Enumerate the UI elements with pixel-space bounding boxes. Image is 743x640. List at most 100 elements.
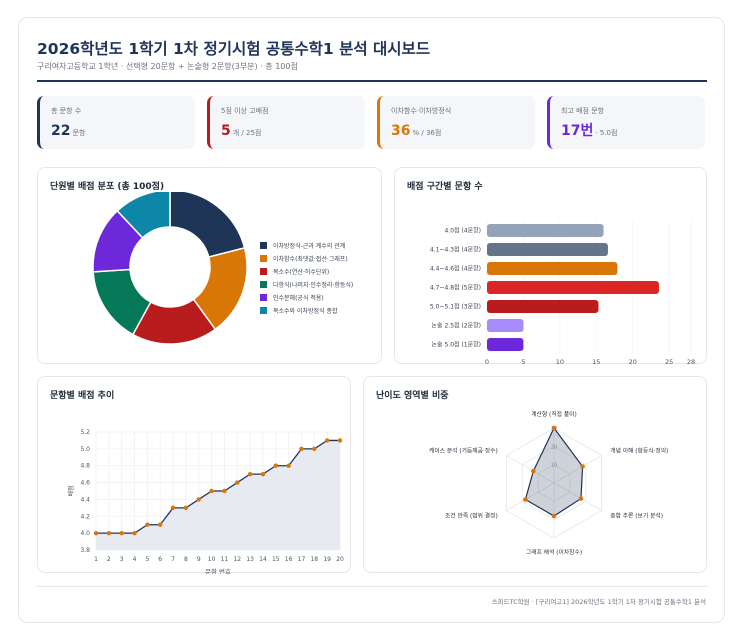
line-y-tick: 4.0 (80, 530, 90, 537)
line-y-tick: 4.6 (80, 480, 90, 487)
line-y-tick: 4.8 (80, 463, 90, 470)
line-point (235, 480, 240, 485)
bar-category-label: 4.0점 (4문항) (444, 227, 481, 235)
legend-item: 복소수(연산·허수단위) (260, 265, 353, 278)
donut-chart (92, 192, 248, 345)
line-y-axis-label: 배점 (67, 485, 75, 496)
radar-chart-title: 난이도 영역별 비중 (376, 391, 449, 401)
radar-axis-label: 케이스 분석 (거듭제곱·정수) (429, 447, 498, 455)
bar (487, 262, 618, 275)
line-point (222, 488, 227, 494)
line-x-tick: 18 (310, 556, 318, 563)
kpi-value: 22 (51, 123, 71, 139)
line-point (196, 497, 201, 502)
dashboard-sheet: 2026학년도 1학기 1차 정기시험 공통수학1 분석 대시보드 구리여자고등… (18, 17, 725, 623)
kpi-unit: 문항 (72, 129, 86, 137)
donut-slice (169, 192, 246, 258)
radar-axis-label: 그래프 해석 (이차함수) (526, 548, 582, 556)
radar-axis-label: 개념 이해 (항등식·정의) (610, 447, 668, 455)
radar-point (531, 468, 536, 474)
line-y-tick: 4.4 (80, 496, 90, 503)
kpi-top-score-question: 최고 배점 문항 17번 · 5.0점 (547, 96, 705, 149)
radar-axis-label: 계산형 (직접 풀이) (531, 410, 577, 418)
kpi-value: 36 (391, 123, 411, 139)
legend-item: 인수분해(공식 적용) (260, 291, 353, 304)
line-point (286, 463, 291, 468)
bar-x-tick: 15 (592, 358, 600, 365)
legend-item: 복소수와 이차방정식 종합 (260, 304, 353, 317)
radar-point (523, 497, 528, 502)
line-x-tick: 9 (197, 556, 201, 563)
line-x-tick: 3 (120, 556, 124, 563)
page-footer: 스피드TC학원 · [구리여고1] 2026학년도 1학기 1차 정기시험 공통… (491, 598, 706, 606)
radar-axis-label: 조건 만족 (범위 결정) (445, 512, 498, 520)
radar-point (551, 513, 557, 519)
line-point (260, 471, 266, 477)
kpi-value: 5 (221, 123, 231, 139)
bar-category-label: 논술 2.5점 (2문항) (432, 322, 481, 330)
line-point (183, 505, 189, 511)
radar-r-tick: 10 (551, 463, 557, 469)
kpi-label: 최고 배점 문항 (561, 107, 605, 115)
line-chart-card: 문항별 배점 추이 3.8 4.0 4.2 4.4 4.6 4.8 5.0 5.2 1 2 3 4 5 6… (37, 376, 351, 574)
line-x-tick: 12 (233, 556, 241, 563)
legend-label: 인수분해(공식 적용) (273, 295, 324, 302)
legend-swatch (260, 307, 267, 314)
bar (487, 281, 659, 294)
line-x-tick: 13 (246, 556, 254, 563)
line-y-tick: 5.2 (80, 429, 90, 436)
bar-category-label: 논술 5.0점 (1문항) (432, 341, 481, 349)
radar-spoke (553, 455, 602, 484)
legend-label: 이차함수(최댓값·접선·그래프) (273, 256, 348, 263)
kpi-unit: · 5.0점 (595, 129, 618, 137)
line-series (96, 439, 340, 534)
radar-point (551, 425, 557, 431)
line-x-axis-label: 문항 번호 (205, 567, 231, 574)
line-point (312, 446, 317, 452)
line-y-tick: 4.2 (80, 513, 90, 520)
footer-divider (37, 586, 707, 587)
line-x-tick: 8 (184, 556, 188, 563)
radar-spoke (506, 482, 555, 511)
line-point (337, 438, 343, 443)
bar-x-tick: 20 (629, 358, 637, 365)
line-y-tick: 3.8 (80, 547, 90, 554)
line-x-tick: 10 (208, 556, 216, 563)
kpi-label: 이차함수·이차방정식 (391, 107, 452, 115)
line-x-tick: 14 (259, 556, 267, 563)
line-x-tick: 20 (336, 556, 344, 563)
legend-item: 이차함수(최댓값·접선·그래프) (260, 252, 353, 265)
bar (487, 338, 524, 351)
legend-swatch (260, 255, 267, 262)
header-divider (37, 80, 707, 82)
line-x-tick: 1 (94, 556, 98, 563)
line-x-tick: 15 (272, 556, 280, 563)
line-x-tick: 17 (298, 556, 306, 563)
line-point (132, 530, 137, 536)
line-x-tick: 11 (221, 556, 229, 563)
line-point (273, 463, 278, 468)
legend-swatch (260, 242, 267, 249)
legend-swatch (260, 281, 267, 288)
line-x-tick: 4 (133, 556, 137, 563)
bar-category-label: 4.1~4.3점 (4문항) (430, 246, 481, 254)
bar (487, 319, 524, 332)
bar-category-label: 5.0~5.1점 (3문항) (430, 303, 481, 311)
donut-slice (116, 192, 171, 239)
bar-x-tick: 28 (687, 358, 695, 365)
radar-chart-card: 난이도 영역별 비중 102030계산형 (직접 풀이)개념 이해 (항등식·정… (363, 376, 707, 573)
line-x-tick: 5 (145, 556, 149, 563)
radar-spoke (506, 455, 555, 484)
bar (487, 224, 604, 237)
line-point (209, 488, 214, 494)
bar-x-tick: 25 (665, 358, 673, 365)
radar-axis-label: 종합 추론 (보기 분석) (610, 512, 663, 520)
line-x-tick: 6 (158, 556, 162, 563)
line-point (170, 505, 176, 511)
bar-chart: 0 5 10 15 20 25 28 4.0점 (4문항) 4.1~4.3점 (4문항) 4.4~… (430, 220, 695, 365)
page-title: 2026학년도 1학기 1차 정기시험 공통수학1 분석 대시보드 (37, 40, 431, 58)
page-subtitle: 구리여자고등학교 1학년 · 선택형 20문항 + 논술형 2문항(3부분) ·… (37, 62, 298, 71)
legend-label: 다항식(나머지·인수정리·항등식) (273, 282, 354, 289)
line-point (106, 530, 112, 536)
